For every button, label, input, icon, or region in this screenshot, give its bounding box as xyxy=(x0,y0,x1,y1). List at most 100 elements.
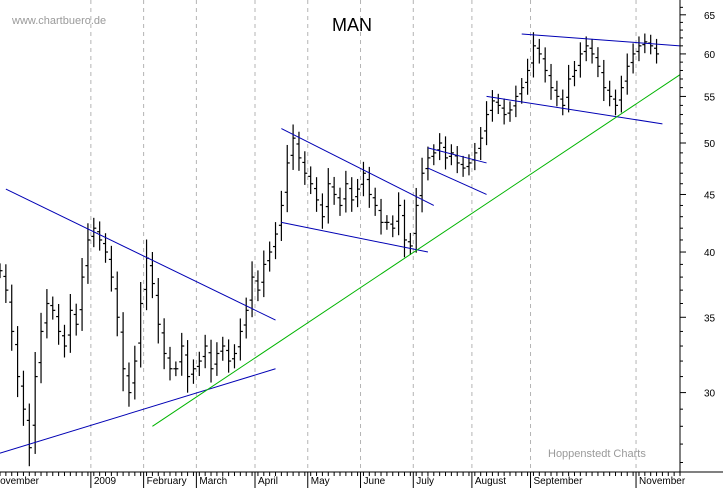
ohlc-bar xyxy=(489,90,495,122)
y-tick-label: 45 xyxy=(704,190,716,201)
ohlc-bar xyxy=(466,154,472,176)
ohlc-bar xyxy=(583,36,589,62)
ohlc-bar xyxy=(0,263,3,279)
x-tick-label: ovember xyxy=(0,476,40,487)
ohlc-bar xyxy=(360,161,366,197)
ohlc-bar xyxy=(284,144,290,213)
ohlc-bar xyxy=(273,222,279,260)
trend-line xyxy=(0,368,276,454)
ohlc-bar xyxy=(85,223,91,284)
ohlc-bar xyxy=(607,80,613,107)
ohlc-bar xyxy=(343,170,349,213)
ohlc-bar xyxy=(167,346,173,381)
ohlc-bar xyxy=(530,32,536,78)
ohlc-bar xyxy=(73,303,79,336)
y-tick-label: 35 xyxy=(704,313,716,324)
ohlc-bar xyxy=(202,334,208,369)
grid-layer xyxy=(90,0,637,472)
ohlc-bar xyxy=(536,38,542,64)
ohlc-bar xyxy=(525,58,531,95)
ohlc-bar xyxy=(478,127,484,161)
ohlc-bar xyxy=(15,326,21,398)
x-tick-label: July xyxy=(416,476,434,487)
ohlc-bar xyxy=(231,344,237,369)
trend-line xyxy=(5,188,276,321)
ohlc-bar xyxy=(577,42,583,78)
ohlc-bar xyxy=(566,64,572,113)
y-tick-label: 60 xyxy=(704,50,716,61)
ohlc-bar xyxy=(595,47,601,78)
ohlc-bar xyxy=(302,151,308,185)
ohlc-bar xyxy=(214,342,220,376)
x-tick-label: June xyxy=(364,476,386,487)
ohlc-bar xyxy=(589,38,595,64)
ohlc-bar xyxy=(120,312,126,392)
ohlc-bar xyxy=(179,332,185,376)
ohlc-bar xyxy=(20,370,26,426)
support-trend-line xyxy=(152,74,681,427)
x-tick-label: 2009 xyxy=(94,476,117,487)
ohlc-bar xyxy=(425,146,431,181)
ohlc-bar xyxy=(38,312,44,384)
ohlc-bar xyxy=(484,101,490,146)
ohlc-bar xyxy=(155,278,161,344)
ohlc-bar xyxy=(26,403,32,467)
ohlc-bar xyxy=(554,80,560,107)
ohlc-bar xyxy=(548,63,554,100)
ohlc-bar xyxy=(61,324,67,358)
y-tick-label: 65 xyxy=(704,11,716,22)
ohlc-bar xyxy=(507,101,513,122)
ohlc-bar xyxy=(325,168,331,224)
ohlc-bar xyxy=(161,318,167,370)
ohlc-bar xyxy=(407,232,413,256)
ohlc-bar xyxy=(630,43,636,74)
ohlc-bar xyxy=(261,250,267,298)
ohlc-bar xyxy=(108,245,114,292)
ohlc-bar xyxy=(613,89,619,116)
ohlc-bar xyxy=(431,144,437,166)
ohlc-bar xyxy=(636,36,642,62)
ohlc-bar xyxy=(126,362,132,407)
ohlc-bar xyxy=(97,221,103,251)
ohlc-bar xyxy=(501,98,507,125)
trend-lines xyxy=(0,33,681,454)
ohlc-bar xyxy=(208,339,214,383)
ohlc-bar xyxy=(138,282,144,368)
ohlc-bar xyxy=(308,166,314,195)
ohlc-bar xyxy=(114,271,120,337)
footer-credit: Hoppenstedt Charts xyxy=(548,448,646,460)
ohlc-bar xyxy=(396,192,402,236)
ohlc-bars xyxy=(0,32,660,467)
ohlc-bar xyxy=(278,190,284,241)
ohlc-bar xyxy=(319,193,325,229)
ohlc-bar xyxy=(149,251,155,299)
y-tick-label: 55 xyxy=(704,92,716,103)
ohlc-bar xyxy=(390,215,396,238)
ohlc-bar xyxy=(103,233,109,263)
ohlc-bar xyxy=(495,93,501,115)
ohlc-bar xyxy=(9,284,15,351)
ohlc-bar xyxy=(601,59,607,102)
x-tick-label: August xyxy=(475,476,506,487)
ohlc-bar xyxy=(44,289,50,339)
ohlc-bar xyxy=(196,351,202,377)
ohlc-bar xyxy=(624,53,630,95)
ohlc-bar xyxy=(314,177,320,212)
trend-line xyxy=(281,221,429,253)
ohlc-bar xyxy=(618,75,624,113)
chart-title: MAN xyxy=(332,15,372,35)
trend-line xyxy=(427,147,487,164)
x-tick-label: May xyxy=(311,476,330,487)
ohlc-bar xyxy=(366,166,372,208)
y-tick-label: 40 xyxy=(704,248,716,259)
ohlc-bar xyxy=(91,217,97,248)
ohlc-bar xyxy=(331,176,337,205)
ohlc-bar xyxy=(571,60,577,87)
ohlc-bar xyxy=(337,187,343,216)
ohlc-bar xyxy=(50,296,56,320)
ohlc-bar xyxy=(384,215,390,230)
x-tick-label: April xyxy=(258,476,278,487)
ohlc-bar xyxy=(237,318,243,361)
trend-line xyxy=(521,33,681,47)
ohlc-bar xyxy=(296,131,302,171)
